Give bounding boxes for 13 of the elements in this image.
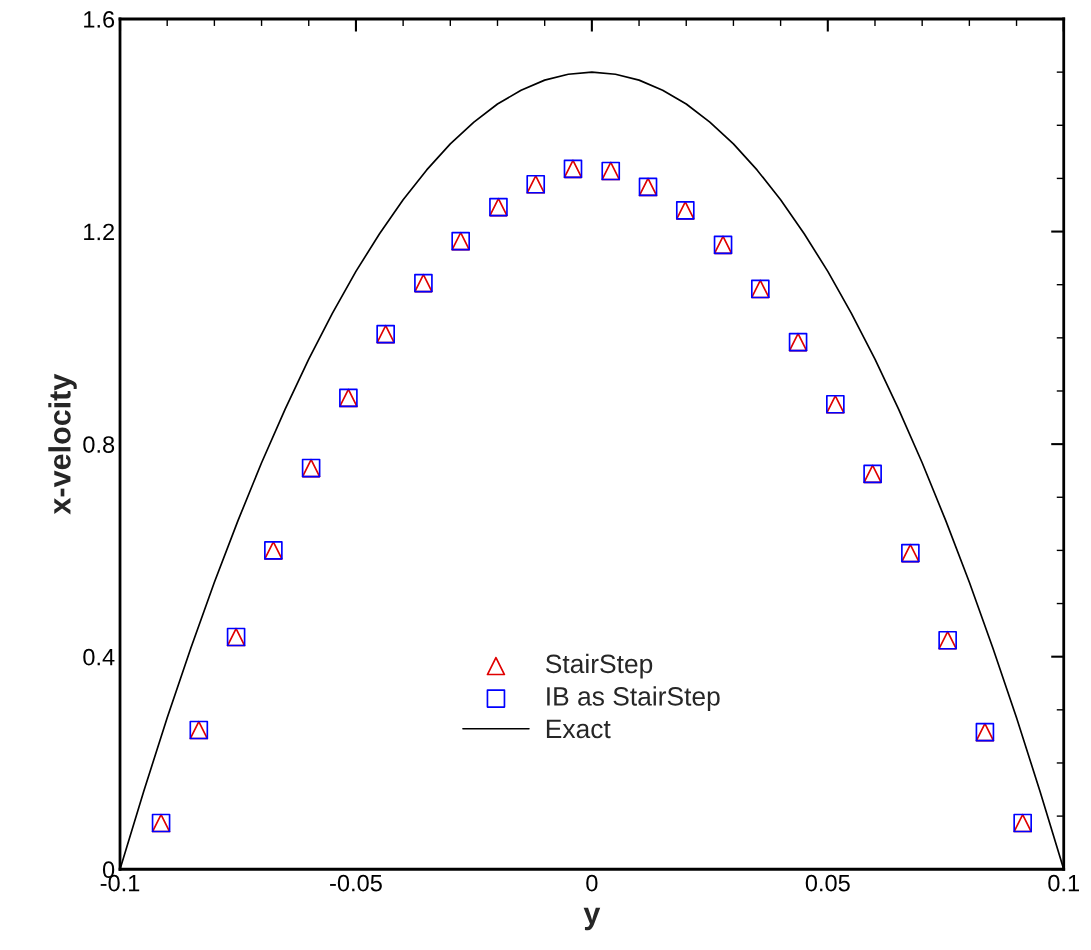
y-axis-title: x-velocity [48,373,77,515]
y-tick-label: 1.6 [84,11,115,28]
x-tick-label: -0.05 [330,874,382,892]
legend-label: Exact [546,719,611,739]
legend-label: StairStep [545,653,653,679]
y-tick-label: 0.8 [83,436,115,453]
y-tick-label: 0.4 [83,648,115,666]
x-tick-label: 0.1 [1048,874,1079,892]
legend-label: IB as StairStep [547,686,720,711]
x-tick-label: 0 [586,874,598,892]
x-axis-title: y [583,907,601,931]
x-tick-label: 0.05 [805,874,850,892]
y-tick-label: 1.2 [84,223,114,241]
